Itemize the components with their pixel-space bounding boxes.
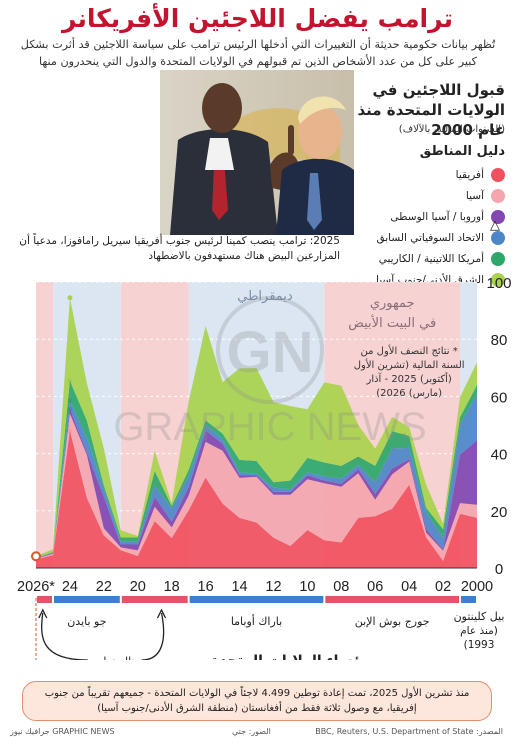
series-area-5: [36, 297, 477, 558]
legend-item: الاتحاد السوفياتي السابق: [343, 227, 505, 248]
y-tick-label: 80: [491, 332, 508, 349]
y-tick-label: 60: [491, 389, 508, 406]
chart-units: (السنوات المالية، بالآلاف): [398, 124, 505, 135]
series-area-3: [36, 394, 477, 559]
y-tick-label: 0: [495, 561, 503, 578]
x-tick-label: 06: [367, 579, 383, 595]
footer-note: منذ تشرين الأول 2025، تمت إعادة توطين 4.…: [22, 681, 492, 721]
source-text: المصدر: BBC, Reuters, U.S. Department of…: [315, 727, 503, 736]
president-label-obama: باراك أوباما: [231, 614, 282, 628]
legend-swatch: [491, 188, 505, 203]
y-tick-label: 40: [491, 447, 508, 464]
president-bar-5: [37, 596, 52, 603]
presidents-title: رؤساء الولايات المتحدة: [211, 653, 369, 660]
legend-label: الاتحاد السوفياتي السابق: [376, 231, 485, 244]
legend-label: آسيا: [465, 189, 484, 202]
series-area-4: [36, 380, 477, 558]
chart-footnote: * نتائج النصف الأول من السنة المالية (تشر…: [354, 344, 465, 399]
era-label-rep-1: جمهوري: [370, 296, 415, 311]
brand-logo: GRAPHIC NEWS جرافيك نيوز: [10, 727, 115, 736]
x-tick-label: 2026*: [17, 579, 55, 595]
legend-item: آسيا: [343, 185, 505, 206]
legend-title: دليل المناطق: [419, 144, 505, 159]
era-band-5: [36, 282, 53, 568]
x-tick-label: 14: [231, 579, 247, 595]
legend-label: أفريقيا: [455, 168, 484, 181]
photo-credit: الصور: جتي: [232, 727, 271, 736]
x-tick-label: 04: [401, 579, 417, 595]
legend-item: أوروبا / آسيا الوسطى: [343, 206, 505, 227]
president-label-trump: دونالد ترامب: [87, 655, 145, 660]
legend-item: أمريكا اللاتينية / الكاريبي: [343, 248, 505, 269]
page-title: ترامب يفضل اللاجئين الأفريكانر: [61, 4, 454, 33]
chart-svg: 0 20 40 60 80 100 2000 02 04 06 08 10 12 14 16 18 20 22 24…: [17, 275, 512, 678]
president-bar-4: [53, 596, 120, 603]
x-tick-label: 02: [435, 579, 451, 595]
era-label-rep-2: في البيت الأبيض: [348, 314, 436, 331]
latest-point-marker: [31, 551, 41, 562]
president-bar-1: [325, 596, 460, 603]
arrowhead-2: [38, 608, 48, 619]
president-label-bush: جورج بوش الإبن: [355, 615, 430, 628]
legend-swatch: [491, 272, 505, 287]
x-tick-label: 2000: [461, 579, 493, 595]
leaders-photo: [10, 70, 354, 235]
president-note-1: (منذ عام: [460, 625, 498, 637]
legend-swatch: [491, 230, 505, 245]
series-area-1: [36, 413, 477, 561]
photo-caption: 2025: ترامب ينصب كميناً لرئيس جنوب أفريق…: [19, 235, 340, 262]
legend-label: أوروبا / آسيا الوسطى: [390, 210, 484, 223]
legend-item: أفريقيا: [343, 164, 505, 185]
refugee-chart: 0 20 40 60 80 100 2000 02 04 06 08 10 12 14 16 18 20 22 24…: [0, 270, 515, 678]
president-label-clinton: بيل كلينتون: [454, 610, 505, 623]
photo-illustration: [10, 70, 354, 235]
series-area-0: [36, 430, 477, 568]
legend-swatch: [491, 251, 505, 266]
arrowhead-1: [156, 608, 167, 619]
president-label-biden: جو بايدن: [67, 615, 106, 628]
legend-swatch: [491, 209, 505, 224]
era-label-dem: ديمقراطي: [237, 289, 293, 304]
legend-swatch: [491, 167, 505, 182]
y-tick-label: 100: [486, 275, 511, 292]
arrow-trump-2: [41, 612, 88, 661]
series-area-2: [36, 409, 477, 559]
x-tick-label: 16: [198, 579, 214, 595]
president-bar-3: [121, 596, 188, 603]
x-tick-label: 24: [62, 579, 78, 595]
arrow-trump-1: [141, 612, 165, 661]
intro-text: تُظهر بيانات حكومية حديثة أن التغييرات ا…: [20, 38, 496, 68]
president-bar-0: [461, 596, 476, 603]
president-note-2: 1993): [464, 639, 495, 651]
x-tick-label: 12: [265, 579, 281, 595]
y-tick-label: 20: [491, 504, 508, 521]
x-tick-label: 22: [96, 579, 112, 595]
x-tick-label: 18: [164, 579, 180, 595]
president-bar-2: [189, 596, 324, 603]
triangle-icon: △: [490, 218, 500, 233]
legend-label: أمريكا اللاتينية / الكاريبي: [378, 252, 484, 265]
x-tick-label: 20: [130, 579, 146, 595]
x-tick-label: 10: [299, 579, 315, 595]
series-endpoint-5: [67, 295, 73, 301]
chart-title: قبول اللاجئين في الولايات المتحدة منذ عا…: [357, 81, 506, 139]
x-tick-label: 08: [333, 579, 349, 595]
